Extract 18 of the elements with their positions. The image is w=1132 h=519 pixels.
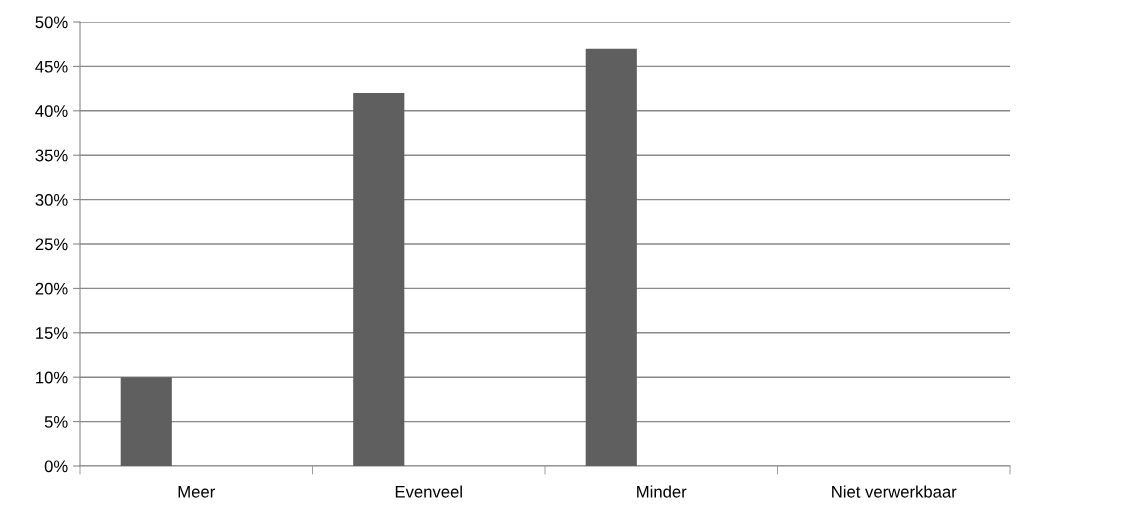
y-tick-label: 25%	[35, 238, 68, 251]
y-tick-label: 10%	[36, 371, 68, 384]
bar	[585, 48, 637, 466]
y-tick-label: 20%	[35, 282, 68, 295]
x-tick-label: Evenveel	[395, 485, 462, 498]
y-tick-label: 0%	[44, 460, 68, 473]
x-tick-label: Niet verwerkbaar	[832, 485, 957, 498]
y-tick-label: 35%	[35, 149, 68, 162]
x-tick-label: Minder	[637, 485, 687, 498]
y-tick-label: 5%	[44, 416, 68, 428]
y-tick-label: 30%	[35, 194, 68, 206]
y-tick-label: 45%	[35, 60, 68, 73]
x-tick-label: Meer	[178, 486, 215, 498]
y-tick-label: 15%	[36, 327, 68, 339]
bar	[120, 377, 172, 466]
bar	[353, 93, 405, 466]
y-tick-label: 40%	[35, 105, 68, 117]
y-tick-label: 50%	[35, 16, 68, 29]
